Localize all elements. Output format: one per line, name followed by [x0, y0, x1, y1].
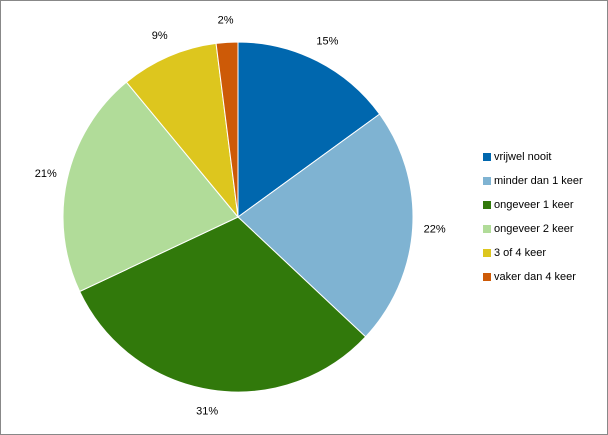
data-label: 15%	[316, 35, 338, 47]
data-label: 31%	[196, 405, 218, 417]
legend-label: vrijwel nooit	[494, 151, 551, 163]
legend-swatch	[483, 249, 491, 257]
data-label: 21%	[35, 168, 57, 180]
pie-slice	[62, 81, 239, 293]
pie-slice	[237, 41, 381, 218]
pie-slice	[215, 41, 239, 218]
legend-label: vaker dan 4 keer	[494, 271, 576, 283]
data-label: 9%	[152, 30, 168, 42]
legend-label: ongeveer 1 keer	[494, 199, 574, 211]
data-label: 2%	[218, 14, 234, 26]
pie-slice	[237, 113, 414, 338]
legend-swatch	[483, 225, 491, 233]
legend-swatch	[483, 153, 491, 161]
pie-slice	[78, 216, 367, 393]
pie-slice	[125, 42, 239, 219]
legend-label: 3 of 4 keer	[494, 247, 546, 259]
data-label: 22%	[424, 223, 446, 235]
legend-swatch	[483, 201, 491, 209]
legend-label: ongeveer 2 keer	[494, 223, 574, 235]
legend-label: minder dan 1 keer	[494, 175, 583, 187]
legend-swatch	[483, 177, 491, 185]
legend-swatch	[483, 273, 491, 281]
